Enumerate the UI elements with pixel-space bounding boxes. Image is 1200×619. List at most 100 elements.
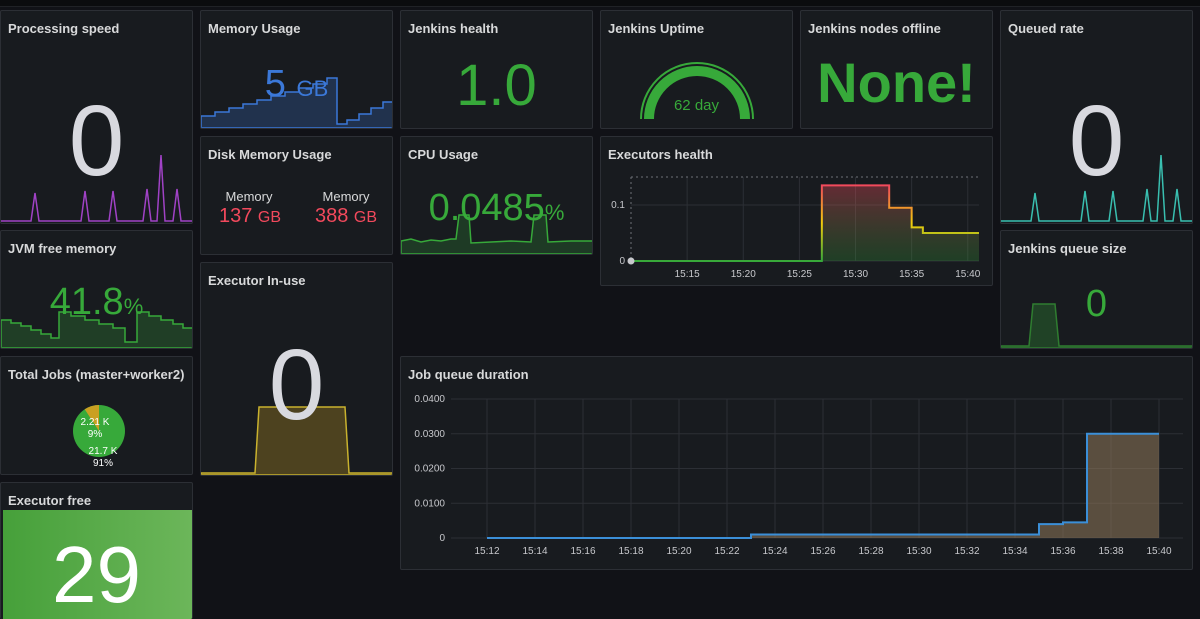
uptime-gauge — [640, 62, 754, 120]
x-tick-label: 15:40 — [1146, 546, 1171, 557]
x-tick-label: 15:18 — [618, 546, 643, 557]
panel-title: Processing speed — [8, 21, 120, 36]
value-number: 388 — [314, 205, 349, 227]
x-tick-label: 15:20 — [731, 269, 756, 280]
series-line — [487, 432, 1159, 539]
slice-pct: 91% — [92, 458, 113, 469]
pie-slice-small — [84, 405, 99, 431]
x-tick-label: 15:32 — [954, 546, 979, 557]
x-tick-label: 15:35 — [899, 269, 924, 280]
queued-rate-panel[interactable]: Queued rate 0 — [1000, 10, 1193, 224]
processing-speed-value: 0 — [68, 85, 125, 197]
panel-title: Executor free — [8, 493, 92, 508]
series-area — [487, 433, 1159, 538]
panel-title: CPU Usage — [408, 147, 479, 162]
panel-title: JVM free memory — [8, 241, 117, 256]
x-tick-label: 15:14 — [522, 546, 547, 557]
y-tick-label: 0 — [439, 533, 445, 544]
executor-inuse-panel[interactable]: Executor In-use 0 — [200, 262, 393, 476]
x-tick-label: 15:15 — [675, 269, 700, 280]
queue-size-sparkline — [1001, 303, 1192, 348]
top-bar — [0, 0, 1200, 7]
y-tick-label: 0.0100 — [414, 498, 445, 509]
panel-title: Jenkins Uptime — [608, 21, 705, 36]
memory-usage-value: 5 GB — [201, 65, 392, 103]
panel-title: Jenkins health — [408, 21, 499, 36]
jenkins-uptime-panel[interactable]: Jenkins Uptime 62 day — [600, 10, 793, 129]
jenkins-health-panel[interactable]: Jenkins health 1.0 — [400, 10, 593, 129]
value-unit: % — [123, 294, 144, 319]
x-tick-label: 15:12 — [474, 546, 499, 557]
memory-usage-panel[interactable]: Memory Usage 5 GB — [200, 10, 393, 129]
x-tick-label: 15:16 — [570, 546, 595, 557]
executor-free-panel[interactable]: Executor free 29 — [0, 482, 193, 619]
total-jobs-panel[interactable]: Total Jobs (master+worker2) 2.21 K 9% 21.… — [0, 356, 193, 475]
queued-rate-sparkline — [1001, 154, 1192, 222]
series-line — [631, 184, 979, 262]
x-tick-label: 15:38 — [1098, 546, 1123, 557]
queue-size-value: 0 — [1085, 283, 1108, 325]
panel-title: Executor In-use — [208, 273, 306, 288]
x-tick-label: 15:25 — [787, 269, 812, 280]
series-area — [631, 185, 979, 261]
y-tick-label: 0.1 — [611, 200, 625, 211]
panel-title: Queued rate — [1008, 21, 1084, 36]
nodes-offline-value: None! — [817, 51, 976, 114]
nodes-offline-panel[interactable]: Jenkins nodes offline None! — [800, 10, 993, 129]
disk-memory-panel[interactable]: Disk Memory Usage Memory Memory 137 GB 3… — [200, 136, 393, 255]
panel-title: Disk Memory Usage — [208, 147, 332, 162]
cpu-usage-value: 0.0485% — [401, 189, 592, 227]
y-tick-label: 0.0200 — [414, 464, 445, 475]
x-tick-label: 15:22 — [714, 546, 739, 557]
series-start-point — [627, 257, 635, 265]
value-number: 41.8 — [49, 281, 124, 323]
x-tick-label: 15:40 — [955, 269, 980, 280]
value-number: 137 — [218, 205, 253, 227]
uptime-value: 62 day — [673, 97, 720, 114]
jvm-free-memory-sparkline — [1, 311, 192, 348]
slice-label-2: 21.7 K 91% — [83, 446, 123, 470]
jenkins-queue-size-panel[interactable]: Jenkins queue size 0 — [1000, 230, 1193, 349]
value-unit: GB — [296, 76, 329, 101]
memory-usage-sparkline — [201, 77, 392, 128]
x-tick-label: 15:20 — [666, 546, 691, 557]
jvm-free-memory-panel[interactable]: JVM free memory 41.8% — [0, 230, 193, 349]
panel-title: Total Jobs (master+worker2) — [8, 367, 185, 382]
disk-memory-value-2: 388 GB — [301, 205, 391, 228]
value-unit: GB — [353, 209, 378, 226]
slice-value: 2.21 K — [80, 417, 110, 428]
panel-title: Memory Usage — [208, 21, 301, 36]
job-queue-duration-chart: 0 0.0100 0.0200 0.0300 0.0400 15:12 15:14 15:16… — [414, 394, 1183, 557]
slice-label-1: 2.21 K 9% — [75, 417, 115, 441]
slice-value: 21.7 K — [88, 446, 118, 457]
executor-free-background — [3, 510, 192, 619]
panel-title: Jenkins nodes offline — [808, 21, 941, 36]
executors-health-panel[interactable]: Executors health 0 0.1 15:15 15:20 15:25 15:3… — [600, 136, 993, 286]
executors-health-chart: 0 0.1 15:15 15:20 15:25 15:30 15:35 15:40 — [611, 176, 981, 280]
slice-pct: 9% — [87, 429, 103, 440]
disk-memory-label-2: Memory — [322, 189, 370, 204]
jvm-free-memory-value: 41.8% — [1, 283, 192, 321]
y-tick-label: 0 — [619, 256, 625, 267]
queued-rate-value: 0 — [1068, 85, 1125, 197]
value-unit: % — [544, 200, 565, 225]
x-tick-label: 15:28 — [858, 546, 883, 557]
x-tick-label: 15:36 — [1050, 546, 1075, 557]
processing-speed-panel[interactable]: Processing speed 0 — [0, 10, 193, 224]
x-tick-label: 15:26 — [810, 546, 835, 557]
processing-speed-sparkline — [1, 154, 192, 222]
value-unit: GB — [257, 209, 282, 226]
disk-memory-label-1: Memory — [225, 189, 273, 204]
x-tick-label: 15:30 — [906, 546, 931, 557]
value-number: 0.0485 — [428, 187, 545, 229]
executor-free-value: 29 — [52, 530, 141, 619]
cpu-usage-panel[interactable]: CPU Usage 0.0485% — [400, 136, 593, 255]
cpu-usage-sparkline — [401, 214, 592, 254]
y-tick-label: 0.0400 — [414, 394, 445, 405]
executor-inuse-value: 0 — [268, 329, 325, 441]
panel-title: Job queue duration — [408, 367, 529, 382]
x-tick-label: 15:30 — [843, 269, 868, 280]
job-queue-duration-panel[interactable]: Job queue duration 0 0.0100 0.0200 0.0300 0.… — [400, 356, 1193, 570]
executor-inuse-sparkline — [201, 406, 392, 475]
panel-title: Jenkins queue size — [1008, 241, 1127, 256]
